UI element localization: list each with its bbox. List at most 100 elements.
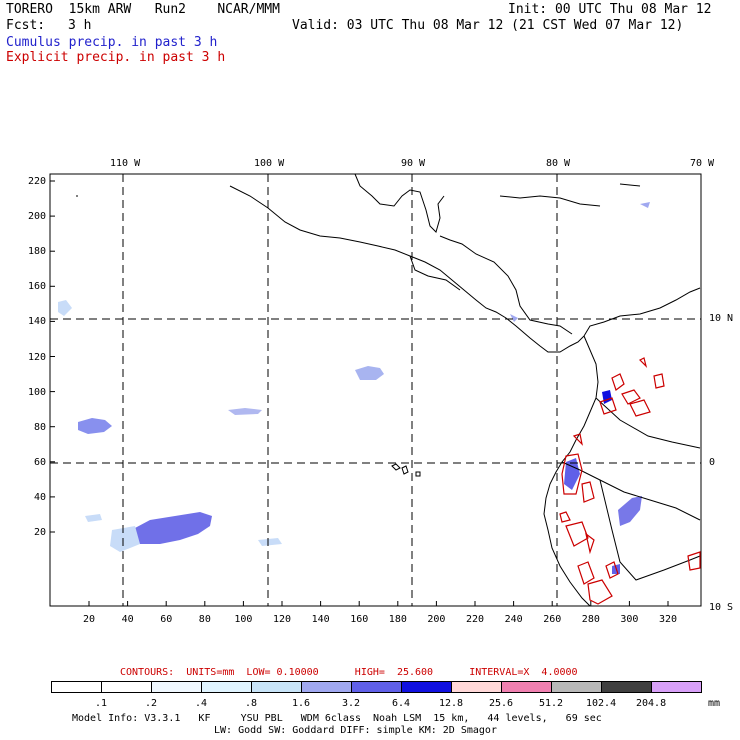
precip-contour (581, 481, 595, 503)
lat-label-10n: 10 N (709, 313, 734, 324)
explicit-precip-contours (559, 357, 701, 605)
precip-contour (565, 521, 589, 547)
lon-label-100w: 100 W (254, 158, 285, 169)
model-title: TORERO 15km ARW Run2 NCAR/MMM (6, 2, 280, 17)
bottom-tick-label: 320 (659, 614, 678, 625)
colorbar-label: .2 (145, 698, 158, 709)
bottom-tick-label: 60 (160, 614, 173, 625)
precip-area (640, 202, 650, 208)
colorbar-label: 25.6 (489, 698, 514, 709)
galapagos (391, 463, 421, 477)
left-tick-label: 200 (28, 211, 47, 223)
bottom-tick-label: 200 (427, 614, 446, 625)
country-border-3 (599, 479, 701, 581)
colorbar-swatch (251, 681, 302, 693)
model-info: Model Info: V3.3.1 KF YSU PBL WDM 6class… (72, 713, 602, 724)
precip-area (78, 418, 112, 434)
mexico-coast (229, 185, 585, 353)
bottom-tick-label: 240 (504, 614, 523, 625)
lon-label-80w: 80 W (546, 158, 571, 169)
cumulus-field-label: Cumulus precip. in past 3 h (6, 35, 218, 50)
colorbar-swatch (51, 681, 102, 693)
central-america-border (409, 255, 461, 291)
init-time: Init: 00 UTC Thu 08 Mar 12 (508, 2, 712, 17)
bottom-tick-label: 80 (198, 614, 211, 625)
precip-contour (638, 357, 648, 368)
precip-contour (561, 453, 583, 495)
left-tick-label: 60 (34, 456, 47, 468)
colorbar-swatch (601, 681, 652, 693)
precip-contour (559, 511, 571, 523)
colorbar-label: 3.2 (342, 698, 361, 709)
colorbar-label: 6.4 (392, 698, 411, 709)
precip-area (510, 314, 518, 322)
contour-info: CONTOURS: UNITS=mm LOW= 0.10000 HIGH= 25… (120, 667, 578, 678)
caribbean-islands (499, 183, 641, 207)
forecast-hour: 3 h (68, 18, 92, 33)
precip-contour (585, 532, 595, 555)
precip-contour (599, 397, 617, 415)
bottom-tick-label: 300 (620, 614, 639, 625)
left-tick-label: 100 (28, 386, 47, 398)
precip-contour (605, 561, 619, 579)
colorbar-label: 102.4 (586, 698, 617, 709)
bottom-tick-label: 100 (234, 614, 253, 625)
colorbar-swatch (551, 681, 602, 693)
bottom-tick-label: 280 (581, 614, 600, 625)
south-america-pacific-coast (543, 335, 599, 607)
precip-area (85, 514, 102, 522)
colorbar-label: .1 (95, 698, 108, 709)
left-tick-label: 40 (34, 491, 47, 503)
valid-time: Valid: 03 UTC Thu 08 Mar 12 (21 CST Wed … (292, 18, 684, 33)
precip-contour (629, 399, 651, 417)
colorbar-swatch (651, 681, 702, 693)
country-border-2 (561, 461, 701, 521)
precip-contour (653, 373, 665, 389)
left-tick-label: 180 (28, 246, 47, 258)
bottom-tick-label: 140 (311, 614, 330, 625)
left-tick-label: 220 (28, 176, 47, 187)
left-tick-label: 160 (28, 281, 47, 293)
central-america-caribbean (439, 235, 573, 335)
bottom-tick-label: 220 (466, 614, 485, 625)
precip-area (564, 458, 580, 490)
colorbar-label: .8 (245, 698, 258, 709)
colorbar-label: 204.8 (636, 698, 667, 709)
colorbar-swatch (101, 681, 152, 693)
colorbar-swatch (201, 681, 252, 693)
precip-contour (587, 579, 613, 605)
precip-area (110, 526, 140, 552)
lat-lon-grid (50, 174, 701, 606)
physics-info: LW: Godd SW: Goddard DIFF: simple KM: 2D… (214, 725, 497, 736)
precip-area (58, 300, 72, 316)
colorbar-label: 1.6 (292, 698, 311, 709)
lon-label-70w: 70 W (690, 158, 715, 169)
yucatan-coast (354, 173, 445, 233)
left-tick-label: 120 (28, 351, 47, 363)
precip-contour (621, 389, 641, 405)
bottom-tick-label: 260 (543, 614, 562, 625)
lon-label-90w: 90 W (401, 158, 426, 169)
precip-area (355, 366, 384, 380)
colorbar-swatch (151, 681, 202, 693)
lat-label-10s: 10 S (709, 602, 734, 613)
colombia-venezuela-coast (583, 287, 701, 337)
left-tick-label: 80 (34, 421, 47, 433)
colorbar-swatch (451, 681, 502, 693)
precip-area (128, 512, 212, 544)
colorbar-swatch (501, 681, 552, 693)
cumulus-precip-areas (58, 202, 650, 574)
bottom-tick-label: 120 (273, 614, 292, 625)
precip-contour (572, 433, 583, 446)
axis-ticks (50, 180, 669, 606)
bottom-tick-label: 40 (121, 614, 134, 625)
lat-label-0: 0 (709, 457, 716, 468)
colorbar-swatch (351, 681, 402, 693)
colorbar-label: 51.2 (539, 698, 564, 709)
colorbar-swatch (301, 681, 352, 693)
explicit-field-label: Explicit precip. in past 3 h (6, 50, 226, 65)
left-tick-label: 140 (28, 316, 47, 328)
bottom-tick-label: 180 (388, 614, 407, 625)
precip-area (228, 408, 262, 415)
